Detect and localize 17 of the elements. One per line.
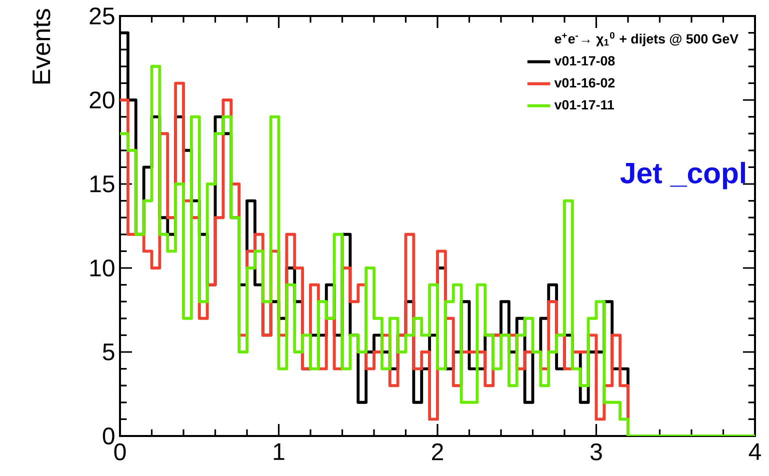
y-tick-label: 0 — [102, 427, 114, 444]
x-tick-label: 3 — [590, 443, 602, 460]
x-tick-label: 0 — [114, 443, 126, 460]
y-tick-label: 25 — [90, 7, 114, 24]
y-tick-label: 20 — [90, 91, 114, 108]
y-axis-title: Events — [32, 9, 50, 84]
legend-label: v01-17-11 — [554, 100, 614, 110]
y-tick-label: 15 — [90, 176, 114, 192]
annotation: Jet _copl — [620, 162, 745, 190]
legend-label: v01-17-08 — [554, 56, 615, 66]
y-tick-label: 10 — [90, 259, 114, 276]
y-tick-label: 5 — [102, 344, 114, 360]
legend-label: v01-16-02 — [554, 78, 615, 88]
x-tick-label: 1 — [274, 443, 284, 460]
legend-title: e$^{+}$e$^{-}$→ χ$_{1}$$^{0}$ + dijets @ 500 GeV — [554, 32, 738, 46]
x-tick-label: 4 — [748, 443, 761, 460]
x-tick-label: 2 — [432, 443, 443, 460]
